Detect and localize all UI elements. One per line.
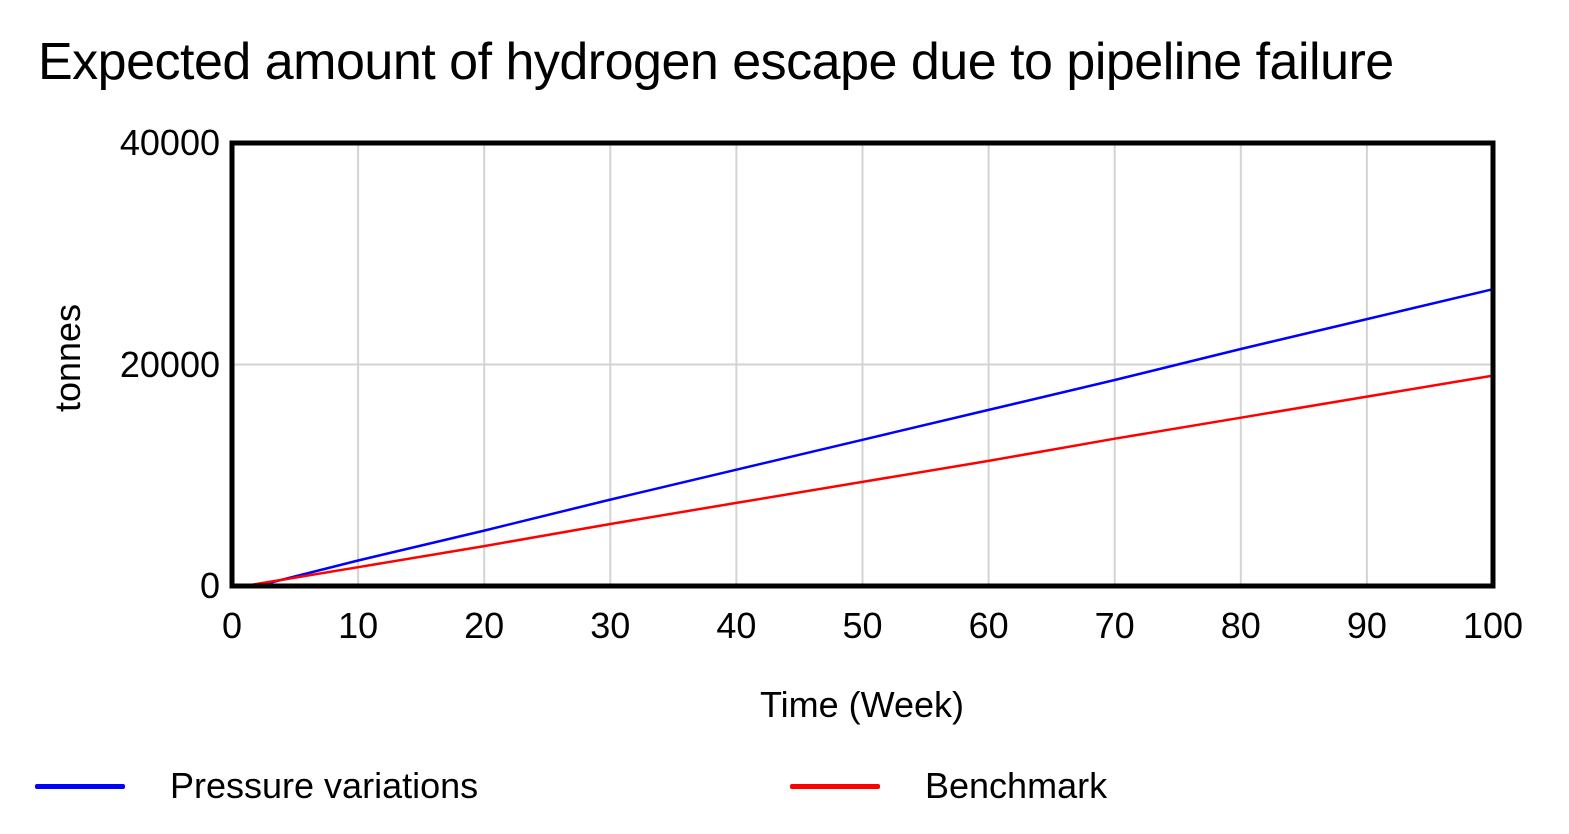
pressure-variations-line-swatch (35, 783, 125, 789)
y-tick-label: 0 (199, 565, 220, 606)
legend-item-benchmark: Benchmark (790, 764, 1107, 808)
x-tick-label: 100 (1462, 605, 1524, 646)
legend-item-pressure-variations: Pressure variations (35, 764, 478, 808)
x-tick-label: 50 (842, 605, 883, 646)
x-tick-label: 20 (464, 605, 505, 646)
plot-border (229, 140, 1496, 589)
x-tick-label: 70 (1094, 605, 1135, 646)
chart-title: Expected amount of hydrogen escape due t… (38, 33, 1394, 91)
y-axis-title: tonnes (47, 303, 88, 413)
pressure-variations-line (232, 287, 1494, 588)
legend-label-benchmark: Benchmark (925, 765, 1108, 806)
legend: Pressure variations Benchmark (0, 764, 1569, 808)
legend-label-pressure-variations: Pressure variations (170, 765, 479, 806)
x-tick-label: 0 (221, 605, 243, 646)
y-tick-label: 20000 (119, 343, 220, 385)
benchmark-line-swatch (790, 783, 880, 789)
x-tick-label: 30 (590, 605, 631, 646)
x-tick-label: 80 (1220, 605, 1261, 646)
x-tick-label: 10 (338, 605, 379, 646)
x-tick-label: 90 (1346, 605, 1387, 646)
y-tick-label: 40000 (119, 122, 220, 163)
x-tick-label: 40 (716, 605, 757, 646)
x-tick-label: 60 (968, 605, 1009, 646)
benchmark-line (232, 374, 1494, 588)
x-axis-title: Time (Week) (759, 684, 965, 725)
